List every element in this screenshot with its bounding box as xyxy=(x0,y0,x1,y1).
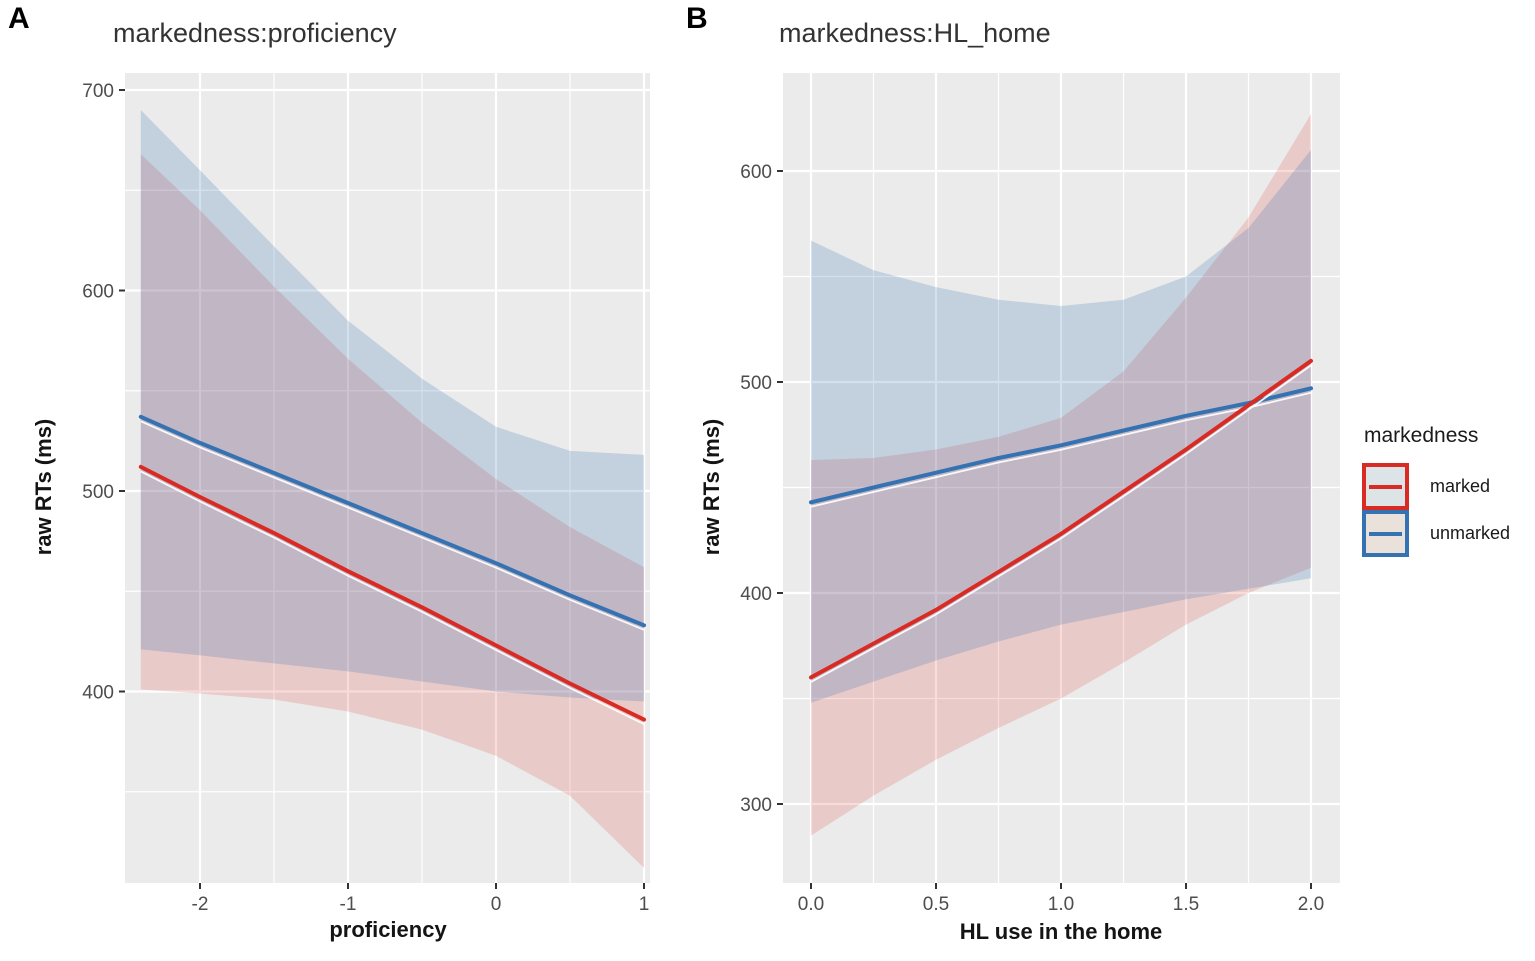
unmarked-confidence-band xyxy=(811,149,1311,703)
marked-line xyxy=(138,464,646,722)
legend: markedness marked unmarked xyxy=(1362,424,1510,557)
legend-label-unmarked: unmarked xyxy=(1430,523,1511,543)
legend-title: markedness xyxy=(1364,424,1479,447)
panel-B: 0.0 0.5 1.0 1.5 2.0 600 500 400 300 xyxy=(740,73,1340,915)
x-tick-label: -2 xyxy=(192,894,209,915)
marked-line xyxy=(809,358,1313,680)
y-tick-label: 300 xyxy=(740,795,772,816)
y-tick-label: 400 xyxy=(82,683,114,704)
unmarked-key-line xyxy=(1369,531,1402,536)
legend-item-unmarked: unmarked xyxy=(1362,510,1510,557)
y-tick-label: 600 xyxy=(82,282,114,303)
panel-b-title: markedness:HL_home xyxy=(779,18,1051,48)
panel-A-background xyxy=(125,73,650,883)
panel-a-y-axis-title: raw RTs (ms) xyxy=(31,418,56,556)
unmarked-line xyxy=(809,386,1313,505)
panel-b-y-axis-title: raw RTs (ms) xyxy=(699,418,724,556)
x-tick-label: 2.0 xyxy=(1298,894,1324,915)
panel-A: -2 -1 0 1 700 600 500 400 xyxy=(82,73,650,915)
gridlines xyxy=(783,73,1340,883)
unmarked-confidence-band xyxy=(140,110,645,702)
x-tick-label: 1.5 xyxy=(1173,894,1199,915)
panel-a-letter: A xyxy=(8,2,30,35)
unmarked-key-swatch xyxy=(1362,510,1409,557)
legend-item-marked: marked xyxy=(1362,463,1510,510)
x-tick-label: 0.0 xyxy=(798,894,824,915)
panel-b-x-axis-title: HL use in the home xyxy=(959,919,1163,944)
unmarked-line xyxy=(138,414,646,628)
x-tick-label: 0 xyxy=(491,894,502,915)
marked-key-swatch xyxy=(1362,463,1409,510)
marked-line-halo xyxy=(140,470,645,725)
legend-label-marked: marked xyxy=(1430,476,1491,496)
panel-a-title: markedness:proficiency xyxy=(113,18,397,48)
x-tick-label: -1 xyxy=(340,894,357,915)
panel-b-letter: B xyxy=(686,2,708,35)
unmarked-line-halo xyxy=(140,420,645,631)
y-tick-label: 400 xyxy=(740,584,772,605)
marked-line-halo xyxy=(810,364,1312,683)
axes: 0.0 0.5 1.0 1.5 2.0 600 500 400 300 xyxy=(740,162,1324,915)
marked-key-line xyxy=(1369,484,1402,489)
y-tick-label: 500 xyxy=(740,373,772,394)
gridlines xyxy=(125,73,650,883)
y-tick-label: 500 xyxy=(82,482,114,503)
y-tick-label: 700 xyxy=(82,81,114,102)
y-tick-label: 600 xyxy=(740,162,772,183)
marked-confidence-band xyxy=(811,114,1311,836)
x-tick-label: 1 xyxy=(639,894,650,915)
marked-confidence-band xyxy=(140,154,645,868)
panel-a-x-axis-title: proficiency xyxy=(329,917,447,942)
unmarked-line-halo xyxy=(810,391,1312,508)
x-tick-label: 1.0 xyxy=(1048,894,1074,915)
axes: -2 -1 0 1 700 600 500 400 xyxy=(82,81,649,915)
x-tick-label: 0.5 xyxy=(923,894,949,915)
